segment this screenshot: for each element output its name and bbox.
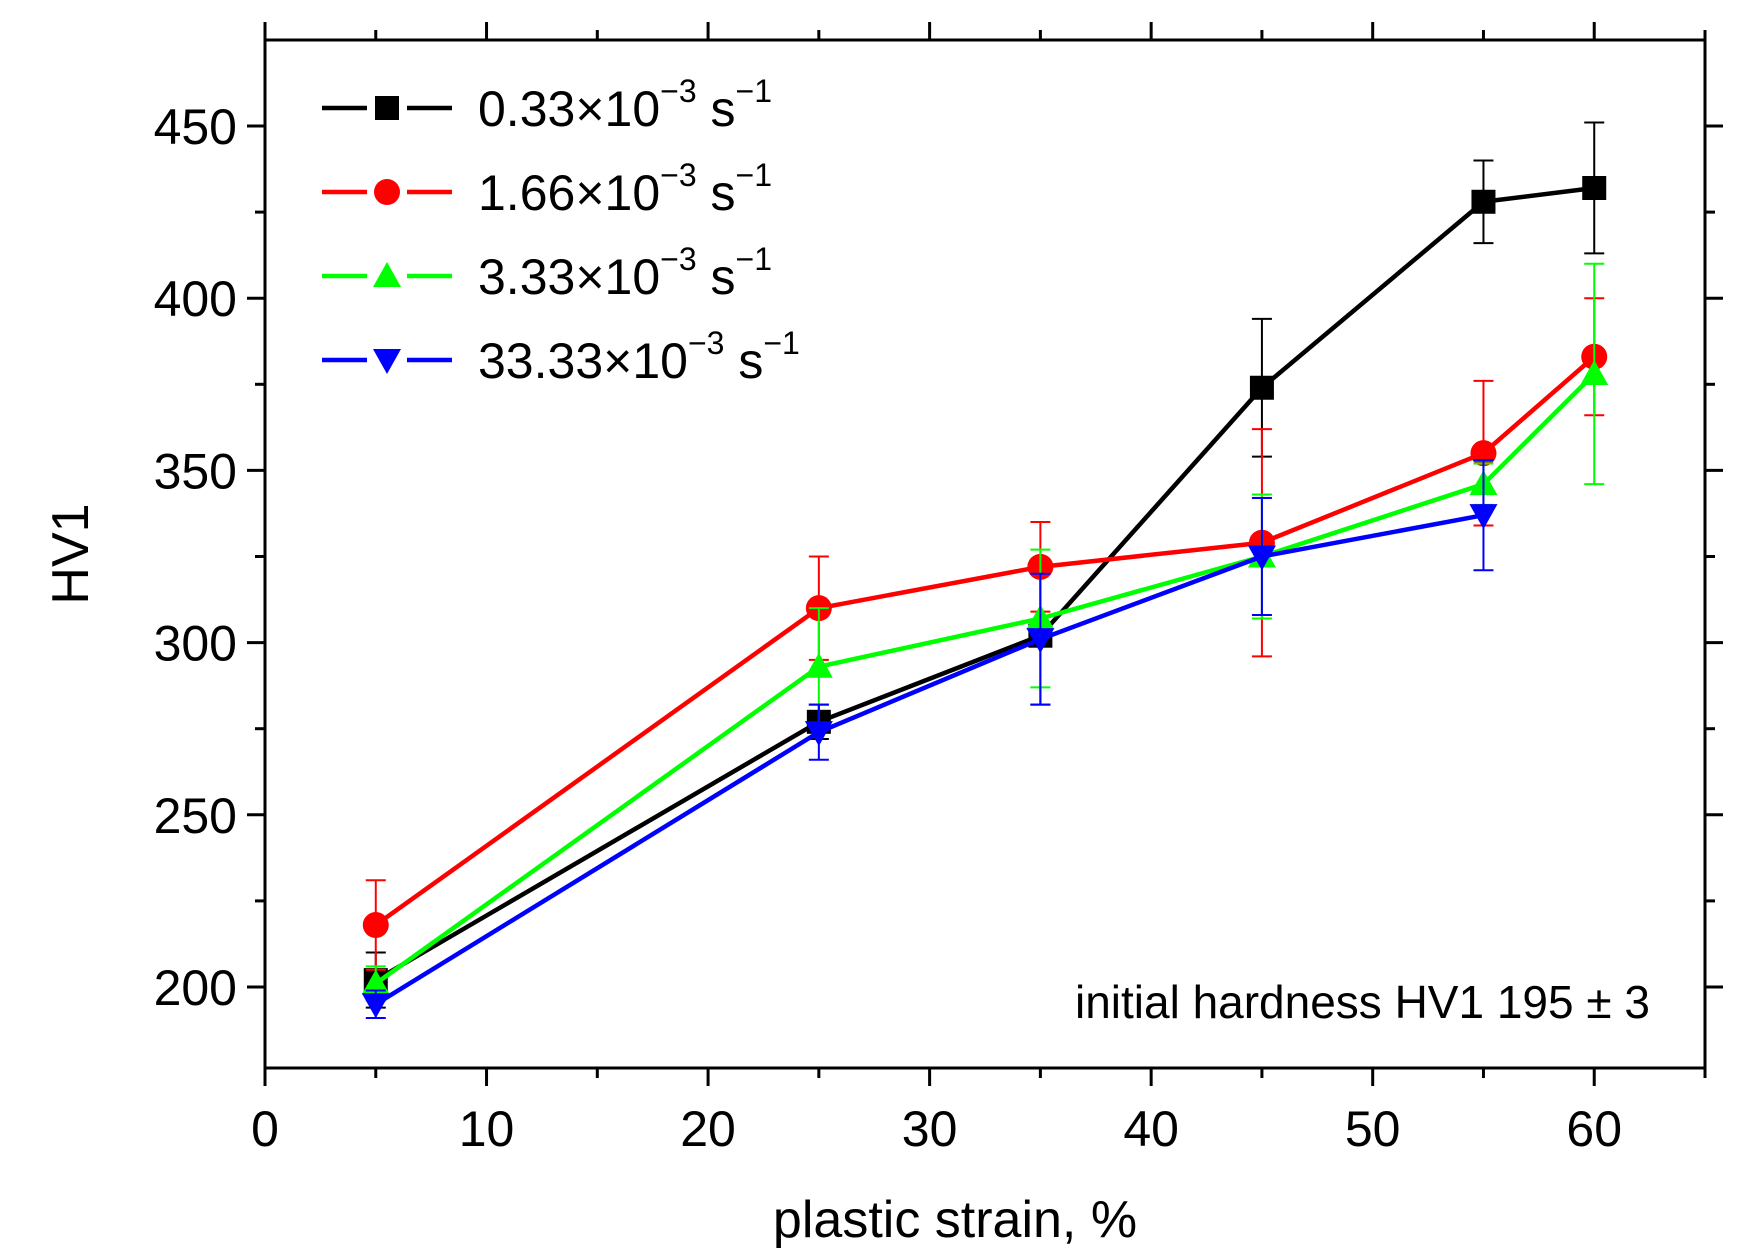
legend-label: 1.66×10−3 s−1 (478, 157, 772, 221)
x-tick-label: 50 (1345, 1101, 1401, 1157)
legend-label-base: 33.33×10 (478, 333, 688, 389)
legend-item-3: 33.33×10−3 s−1 (322, 325, 800, 389)
x-tick-label: 10 (459, 1101, 515, 1157)
y-tick-label: 400 (154, 271, 237, 327)
legend-label: 33.33×10−3 s−1 (478, 325, 800, 389)
series-1 (362, 297, 1608, 971)
y-tick-label: 450 (154, 99, 237, 155)
legend-label-unit-exp: −1 (736, 241, 772, 277)
data-point (1249, 375, 1274, 400)
x-axis-title: plastic strain, % (773, 1191, 1137, 1249)
legend-item-2: 3.33×10−3 s−1 (322, 241, 772, 305)
data-point (804, 652, 833, 678)
legend-item-1: 1.66×10−3 s−1 (322, 157, 772, 221)
y-tick-label: 250 (154, 788, 237, 844)
legend-label-unit: s (724, 333, 763, 389)
x-tick-label: 30 (902, 1101, 958, 1157)
y-axis-title: HV1 (42, 503, 100, 604)
legend-label-base: 3.33×10 (478, 249, 660, 305)
legend-label-base: 0.33×10 (478, 81, 660, 137)
legend-label-exp: −3 (688, 325, 724, 361)
legend-label-exp: −3 (660, 73, 696, 109)
legend-label-unit: s (697, 81, 736, 137)
plot-frame (263, 38, 1707, 1070)
legend-label: 3.33×10−3 s−1 (478, 241, 772, 305)
y-tick-label: 300 (154, 616, 237, 672)
y-tick-label: 350 (154, 443, 237, 499)
legend-label: 0.33×10−3 s−1 (478, 73, 772, 137)
legend-marker (373, 349, 401, 374)
data-point (362, 912, 389, 939)
data-point (1247, 545, 1276, 571)
legend-item-0: 0.33×10−3 s−1 (322, 73, 772, 137)
series-line (374, 185, 1595, 983)
x-tick-label: 60 (1566, 1101, 1622, 1157)
legend-label-unit-exp: −1 (763, 325, 799, 361)
legend-label-unit: s (697, 249, 736, 305)
data-point (1582, 175, 1607, 200)
series-line (374, 355, 1596, 927)
legend-label-exp: −3 (660, 157, 696, 193)
data-point (361, 993, 390, 1019)
legend-marker (374, 179, 400, 205)
data-point (1580, 359, 1609, 385)
x-tick-label: 0 (251, 1101, 279, 1157)
legend-marker (373, 262, 401, 287)
data-point (804, 721, 833, 747)
legend-label-unit-exp: −1 (736, 157, 772, 193)
legend-label-exp: −3 (660, 241, 696, 277)
legend-marker (375, 96, 399, 120)
data-point (1469, 504, 1498, 530)
series-3 (361, 459, 1498, 1019)
x-tick-label: 40 (1123, 1101, 1179, 1157)
series-line (374, 372, 1596, 986)
legend-label-unit-exp: −1 (736, 73, 772, 109)
x-tick-label: 20 (680, 1101, 736, 1157)
data-point (361, 969, 390, 995)
y-tick-label: 200 (154, 960, 237, 1016)
legend-label-base: 1.66×10 (478, 165, 660, 221)
data-point (1026, 628, 1055, 654)
legend-label-unit: s (697, 165, 736, 221)
annotation-initial-hardness: initial hardness HV1 195 ± 3 (1075, 976, 1650, 1028)
data-point (1471, 189, 1496, 214)
